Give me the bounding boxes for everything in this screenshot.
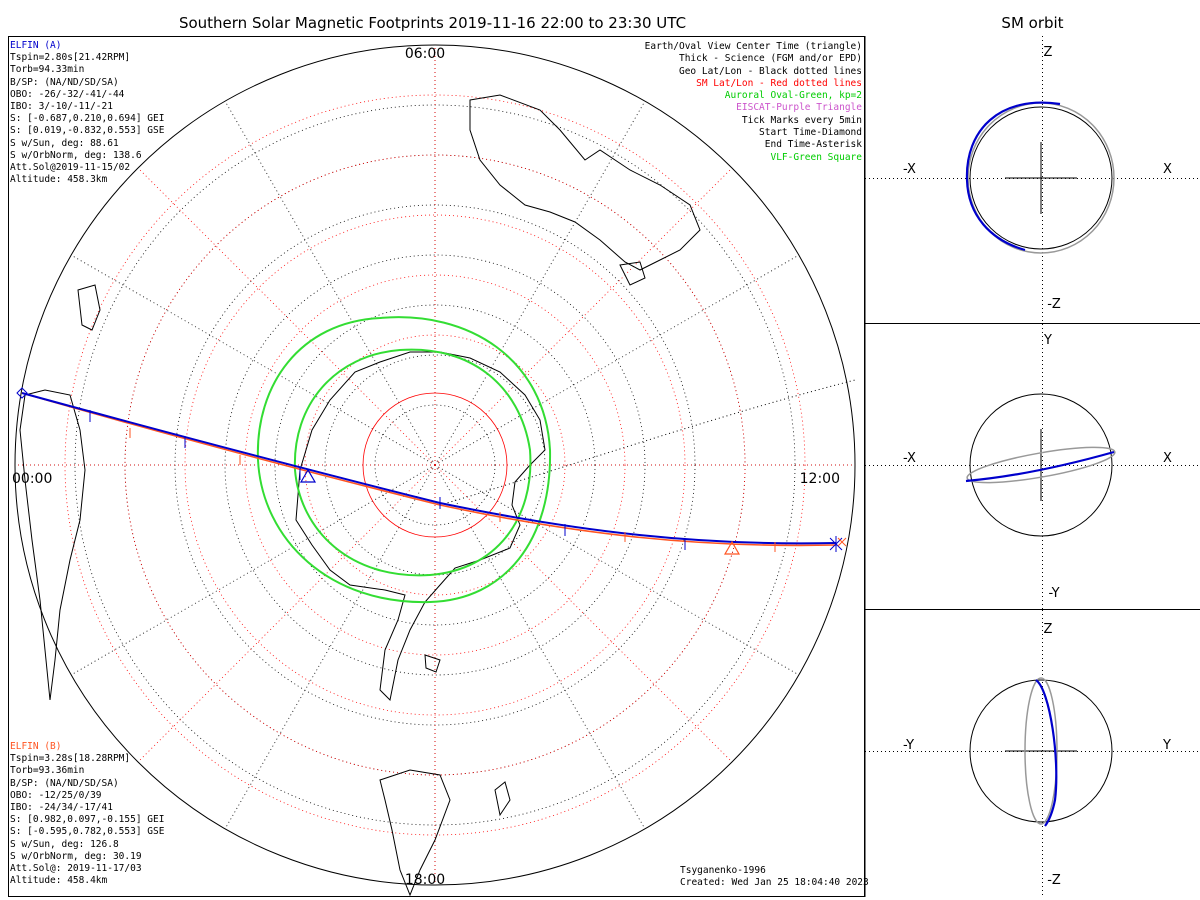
auroral-oval-outer xyxy=(256,316,552,604)
elfin-b-line: Tspin=3.28s[18.28RPM] xyxy=(10,753,131,765)
elfin-a-line: Torb=94.33min xyxy=(10,64,85,76)
elfin-a-line: S: [-0.687,0.210,0.694] GEI xyxy=(10,113,165,125)
sm-orbit-title: SM orbit xyxy=(1001,14,1064,32)
elfin-b-line: IBO: -24/34/-17/41 xyxy=(10,802,113,814)
legend-item: Auroral Oval-Green, kp=2 xyxy=(724,90,862,102)
globe-outline xyxy=(14,44,856,886)
auroral-oval xyxy=(256,316,552,604)
sm-panel-xz: Z -Z -X X xyxy=(865,36,1200,323)
south-america-coast xyxy=(19,389,86,701)
auroral-oval-inner xyxy=(293,348,532,577)
polar-map xyxy=(14,44,856,896)
legend-item: End Time-Asterisk xyxy=(764,139,862,151)
track-tick-marks-b xyxy=(129,428,776,552)
elfin-b-line: S: [0.982,0.097,-0.155] GEI xyxy=(10,814,165,826)
legend-item: EISCAT-Purple Triangle xyxy=(736,102,862,114)
falkland-coast xyxy=(77,284,101,331)
elfin-a-line: Altitude: 458.3km xyxy=(10,174,108,186)
end-asterisk-b xyxy=(837,537,847,547)
sm-panel-3-top-label: Z xyxy=(1044,622,1053,637)
page-title: Southern Solar Magnetic Footprints 2019-… xyxy=(178,14,687,32)
elfin-b-line: B/SP: (NA/ND/SD/SA) xyxy=(10,777,119,789)
time-label-bottom: 18:00 xyxy=(405,872,445,888)
elfin-b-line: Altitude: 458.4km xyxy=(10,875,108,887)
legend-item: Thick - Science (FGM and/or EPD) xyxy=(678,53,862,65)
elfin-a-line: S w/OrbNorm, deg: 138.6 xyxy=(10,149,142,161)
sm-panel-2-right-label: X xyxy=(1163,451,1172,466)
elfin-a-info: ELFIN (A) Tspin=2.80s[21.42RPM] Torb=94.… xyxy=(10,40,164,186)
coastlines xyxy=(19,94,701,896)
legend-item: Geo Lat/Lon - Black dotted lines xyxy=(678,65,862,77)
sm-panel-3-right-label: Y xyxy=(1162,738,1171,753)
sm-panel-xy: Y -Y -X X xyxy=(865,324,1200,609)
elfin-b-line: S: [-0.595,0.782,0.553] GSE xyxy=(10,826,165,838)
legend-item: Earth/Oval View Center Time (triangle) xyxy=(644,41,862,52)
elfin-b-line: Torb=93.36min xyxy=(10,765,85,777)
sm-panel-2-bottom-label: -Y xyxy=(1048,586,1059,601)
view-line xyxy=(439,379,856,506)
time-label-left: 00:00 xyxy=(12,471,52,487)
elfin-a-view-center-triangle xyxy=(299,468,317,483)
sm-panel-1-top-label: Z xyxy=(1044,45,1053,60)
sm-panel-1-bottom-label: -Z xyxy=(1047,297,1061,312)
elfin-a-line: Tspin=2.80s[21.42RPM] xyxy=(10,52,131,64)
legend-item: Start Time-Diamond xyxy=(759,127,862,139)
elfin-b-line: S w/OrbNorm, deg: 30.19 xyxy=(10,850,142,862)
africa-coast xyxy=(379,769,451,896)
elfin-a-line: B/SP: (NA/ND/SD/SA) xyxy=(10,76,119,88)
start-diamond xyxy=(16,387,28,399)
antarctica-coast xyxy=(295,351,546,702)
sm-panel-2-top-label: Y xyxy=(1043,333,1052,348)
legend-item: SM Lat/Lon - Red dotted lines xyxy=(696,77,862,89)
sm-panel-1-right-label: X xyxy=(1163,162,1172,177)
elfin-b-line: S w/Sun, deg: 126.8 xyxy=(10,838,119,850)
sm-panel-2-left-label: -X xyxy=(903,451,916,466)
time-label-right: 12:00 xyxy=(800,471,840,487)
legend: Earth/Oval View Center Time (triangle) T… xyxy=(645,41,862,164)
sm-panel-yz: Z -Z -Y Y xyxy=(865,610,1200,896)
elfin-a-track xyxy=(21,392,837,545)
elfin-b-name: ELFIN (B) xyxy=(10,741,62,752)
elfin-b-view-center-triangle xyxy=(723,540,741,555)
elfin-a-line: S w/Sun, deg: 88.61 xyxy=(10,137,119,149)
time-label-top: 06:00 xyxy=(405,46,445,62)
footer-model: Tsyganenko-1996 xyxy=(680,865,766,876)
elfin-a-name: ELFIN (A) xyxy=(10,40,62,51)
footer-created: Created: Wed Jan 25 18:04:40 2023 xyxy=(680,877,869,889)
sm-panel-3-bottom-label: -Z xyxy=(1047,873,1061,888)
elfin-b-line: Att.Sol@: 2019-11-17/03 xyxy=(10,863,142,875)
elfin-a-line: S: [0.019,-0.832,0.553] GSE xyxy=(10,125,165,137)
elfin-b-track xyxy=(21,392,837,547)
australia-coast xyxy=(469,94,701,271)
elfin-a-line: Att.Sol@2019-11-15/02 xyxy=(10,162,131,174)
georgia-coast xyxy=(424,654,441,673)
footer: Tsyganenko-1996 Created: Wed Jan 25 18:0… xyxy=(680,865,869,889)
sm-panel-3-left-label: -Y xyxy=(903,738,914,753)
madagascar-coast xyxy=(494,781,511,817)
legend-item: Tick Marks every 5min xyxy=(741,114,862,126)
tasmania-coast xyxy=(619,261,646,286)
elfin-a-line: OBO: -26/-32/-41/-44 xyxy=(10,88,125,100)
elfin-a-line: IBO: 3/-10/-11/-21 xyxy=(10,101,113,113)
track-tick-marks xyxy=(89,410,686,550)
sm-panel-1-left-label: -X xyxy=(903,162,916,177)
elfin-b-line: OBO: -12/25/0/39 xyxy=(10,789,102,801)
legend-item: VLF-Green Square xyxy=(770,151,862,163)
elfin-b-info: ELFIN (B) Tspin=3.28s[18.28RPM] Torb=93.… xyxy=(10,741,164,887)
